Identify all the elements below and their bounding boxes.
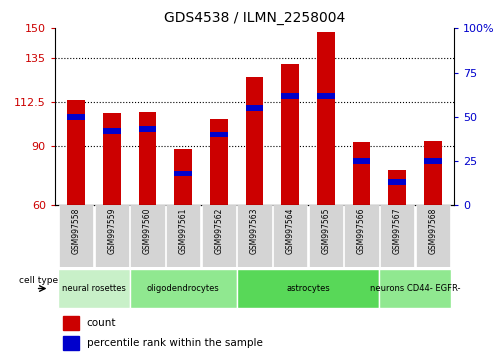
Bar xyxy=(317,32,335,205)
Text: oligodendrocytes: oligodendrocytes xyxy=(147,284,220,293)
FancyBboxPatch shape xyxy=(344,205,379,267)
Bar xyxy=(210,132,228,137)
Bar xyxy=(210,119,228,205)
Bar xyxy=(63,316,79,330)
FancyBboxPatch shape xyxy=(95,205,129,267)
Bar xyxy=(139,126,157,132)
FancyBboxPatch shape xyxy=(379,269,451,308)
Bar xyxy=(424,158,442,164)
Bar xyxy=(103,113,121,205)
Text: percentile rank within the sample: percentile rank within the sample xyxy=(87,338,262,348)
Text: GSM997562: GSM997562 xyxy=(215,207,224,253)
Title: GDS4538 / ILMN_2258004: GDS4538 / ILMN_2258004 xyxy=(164,11,345,24)
Bar xyxy=(388,179,406,185)
Text: GSM997560: GSM997560 xyxy=(143,207,152,254)
FancyBboxPatch shape xyxy=(237,269,379,308)
Text: GSM997561: GSM997561 xyxy=(179,207,188,253)
Text: cell type: cell type xyxy=(19,275,58,285)
Bar xyxy=(317,93,335,98)
Bar xyxy=(388,170,406,205)
FancyBboxPatch shape xyxy=(309,205,343,267)
Bar xyxy=(281,64,299,205)
Text: neural rosettes: neural rosettes xyxy=(62,284,126,293)
Bar xyxy=(67,100,85,205)
Text: GSM997565: GSM997565 xyxy=(321,207,330,254)
FancyBboxPatch shape xyxy=(130,269,237,308)
Text: count: count xyxy=(87,318,116,328)
Bar xyxy=(174,149,192,205)
FancyBboxPatch shape xyxy=(130,205,165,267)
Bar xyxy=(103,128,121,134)
Text: GSM997566: GSM997566 xyxy=(357,207,366,254)
Bar xyxy=(63,336,79,350)
FancyBboxPatch shape xyxy=(380,205,414,267)
FancyBboxPatch shape xyxy=(416,205,450,267)
Text: GSM997559: GSM997559 xyxy=(107,207,116,254)
Bar xyxy=(246,105,263,111)
Bar xyxy=(352,142,370,205)
FancyBboxPatch shape xyxy=(202,205,236,267)
Bar xyxy=(67,114,85,120)
FancyBboxPatch shape xyxy=(238,205,271,267)
Bar xyxy=(174,171,192,176)
Text: GSM997568: GSM997568 xyxy=(428,207,437,253)
Text: neurons CD44- EGFR-: neurons CD44- EGFR- xyxy=(370,284,460,293)
Text: GSM997563: GSM997563 xyxy=(250,207,259,254)
FancyBboxPatch shape xyxy=(59,205,93,267)
Bar xyxy=(246,78,263,205)
Bar xyxy=(352,158,370,164)
Bar xyxy=(424,141,442,205)
Text: GSM997564: GSM997564 xyxy=(285,207,294,254)
Text: astrocytes: astrocytes xyxy=(286,284,330,293)
Bar xyxy=(281,93,299,98)
Text: GSM997567: GSM997567 xyxy=(393,207,402,254)
Text: GSM997558: GSM997558 xyxy=(72,207,81,253)
FancyBboxPatch shape xyxy=(58,269,130,308)
FancyBboxPatch shape xyxy=(273,205,307,267)
Bar xyxy=(139,112,157,205)
FancyBboxPatch shape xyxy=(166,205,200,267)
